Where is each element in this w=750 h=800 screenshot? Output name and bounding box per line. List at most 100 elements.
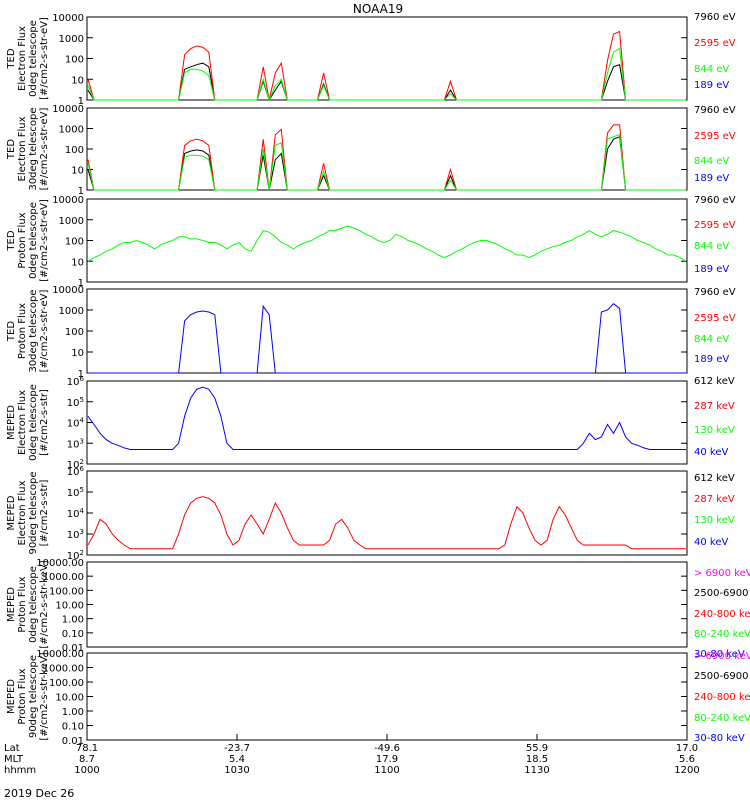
panel-frame bbox=[86, 470, 688, 556]
legend-label: 240-800 keV bbox=[694, 692, 750, 703]
y-axis-label: TED Proton Flux 0deg telescope [#/cm2-s-str… bbox=[6, 199, 50, 282]
y-tick-label: 104 bbox=[67, 417, 85, 430]
y-tick-label: 1000 bbox=[59, 216, 84, 227]
y-axis-label: MEPED Electron Flux 0deg telescope [#/cm2-s… bbox=[6, 384, 50, 461]
series-line-3 bbox=[87, 134, 686, 191]
y-tick-label: 1 bbox=[78, 369, 84, 380]
y-tick-label: 1000 bbox=[59, 34, 84, 45]
y-axis-label-line: 0deg telescope bbox=[28, 20, 39, 97]
y-tick-label: 1 bbox=[78, 278, 84, 289]
y-axis-label-line: MEPED bbox=[6, 405, 17, 440]
y-tick-label: 10000 bbox=[52, 104, 84, 115]
y-tick-label: 0.10 bbox=[62, 629, 84, 640]
y-tick-label: 10 bbox=[71, 257, 84, 268]
legend-label: 130 keV bbox=[694, 425, 735, 436]
series-line-2 bbox=[87, 124, 686, 191]
y-axis-label-line: [#/cm2-s-str-eV] bbox=[39, 290, 50, 373]
y-axis-label-line: 90deg telescope bbox=[28, 471, 39, 554]
x-tick-label: 17.9 bbox=[376, 754, 398, 765]
y-tick-label: 10000.00 bbox=[36, 649, 84, 660]
y-axis-label: MEPED Proton Flux 0deg telescope [#/cm2-s-s… bbox=[6, 560, 50, 648]
legend-label: 844 eV bbox=[694, 156, 729, 167]
y-axis-label-line: TED bbox=[6, 321, 17, 342]
x-tick-label: 1130 bbox=[524, 765, 549, 776]
series-line-4 bbox=[88, 303, 686, 374]
y-tick-label: 1000.00 bbox=[43, 572, 84, 583]
series-line-3 bbox=[87, 225, 687, 262]
y-tick-label: 1.00 bbox=[62, 615, 84, 626]
y-tick-label: 0.10 bbox=[62, 722, 84, 733]
y-axis-label-line: 30deg telescope bbox=[28, 289, 39, 372]
y-tick-label: 10000 bbox=[52, 13, 84, 24]
panel-frame bbox=[86, 107, 688, 191]
y-axis-label-line: 30deg telescope bbox=[28, 107, 39, 190]
x-tick-label: 1030 bbox=[224, 765, 249, 776]
series-line-1 bbox=[87, 135, 686, 191]
y-tick-label: 0.01 bbox=[62, 643, 84, 654]
series-line-2 bbox=[87, 30, 686, 101]
y-tick-label: 104 bbox=[67, 507, 85, 520]
panels: 1 10 100 1000 10000 TED Electron Flux 0deg tele… bbox=[6, 12, 750, 747]
y-tick-label: 106 bbox=[67, 375, 85, 388]
y-axis-label-line: 0deg telescope bbox=[28, 566, 39, 643]
legend-label: 30-80 keV bbox=[694, 649, 745, 660]
panel-frame bbox=[86, 652, 688, 741]
legend-label: 612 keV bbox=[694, 376, 735, 387]
series-line-4 bbox=[87, 386, 686, 450]
series-line-2 bbox=[87, 496, 686, 550]
series-line-1 bbox=[87, 62, 686, 102]
x-row-label: MLT bbox=[4, 754, 24, 765]
legend-label: 844 eV bbox=[694, 64, 729, 75]
x-tick-label: 5.4 bbox=[229, 754, 245, 765]
y-axis-label-line: 90deg telescope bbox=[28, 655, 39, 738]
y-axis-label: MEPED Proton Flux 90deg telescope [#/cm2-s-… bbox=[6, 652, 50, 740]
legend-label: 844 eV bbox=[694, 334, 729, 345]
panel-frame bbox=[86, 561, 688, 648]
legend-label: 2595 eV bbox=[694, 220, 736, 231]
panel-8: 0.010.101.0010.00100.001000.0010000.00ME… bbox=[6, 649, 750, 747]
x-tick-label: -23.7 bbox=[224, 743, 250, 754]
legend-label: 130 keV bbox=[694, 515, 735, 526]
panel-frame bbox=[86, 380, 688, 465]
y-tick-label: 10 bbox=[71, 75, 84, 86]
y-tick-label: 10000 bbox=[52, 285, 84, 296]
legend-label: 2500-6900 bbox=[694, 671, 749, 682]
y-tick-label: 100 bbox=[65, 145, 84, 156]
y-tick-label: 0.01 bbox=[62, 736, 84, 747]
panel-frame bbox=[86, 198, 688, 283]
y-tick-label: 103 bbox=[67, 437, 84, 450]
y-axis-label-line: [#/cm2-s-str-eV] bbox=[39, 199, 50, 282]
y-tick-label: 1 bbox=[78, 96, 84, 107]
y-axis-label: TED Proton Flux 30deg telescope [#/cm2-s-st… bbox=[6, 289, 50, 372]
legend-label: 7960 eV bbox=[694, 195, 736, 206]
y-axis-label-line: TED bbox=[6, 230, 17, 251]
legend-label: 7960 eV bbox=[694, 287, 736, 298]
y-axis-label-line: [#/cm2-s-str] bbox=[39, 479, 50, 546]
legend-label: 2595 eV bbox=[694, 131, 736, 142]
y-axis-label-line: Proton Flux bbox=[17, 576, 28, 632]
y-axis-label-line: TED bbox=[6, 139, 17, 160]
legend-label: 189 eV bbox=[694, 80, 729, 91]
x-tick-label: 5.6 bbox=[679, 754, 695, 765]
legend-label: 40 keV bbox=[694, 537, 728, 548]
y-tick-label: 100 bbox=[65, 237, 84, 248]
y-axis-label-line: MEPED bbox=[6, 679, 17, 714]
y-axis-label-line: 0deg telescope bbox=[28, 202, 39, 279]
legend-label: 240-800 keV bbox=[694, 609, 750, 620]
y-tick-label: 106 bbox=[67, 465, 85, 478]
y-tick-label: 1 bbox=[78, 186, 84, 197]
y-tick-label: 1000 bbox=[59, 125, 84, 136]
y-axis-label-line: Electron Flux bbox=[17, 390, 28, 455]
y-tick-label: 1000.00 bbox=[43, 664, 84, 675]
x-row-label: Lat bbox=[4, 743, 20, 754]
series-line-3 bbox=[87, 47, 686, 102]
y-tick-label: 100 bbox=[65, 55, 84, 66]
y-tick-label: 10000.00 bbox=[36, 558, 84, 569]
legend-label: 40 keV bbox=[694, 447, 728, 458]
figure-title: NOAA19 bbox=[353, 2, 403, 16]
legend-label: 612 keV bbox=[694, 473, 735, 484]
legend-label: 2595 eV bbox=[694, 313, 736, 324]
